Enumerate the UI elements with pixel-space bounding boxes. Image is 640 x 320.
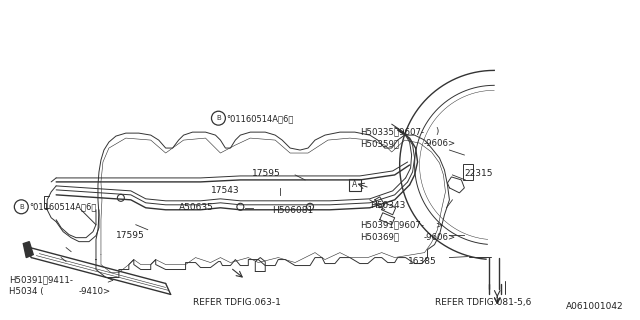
- Text: B: B: [216, 115, 221, 121]
- Text: >: >: [106, 276, 113, 284]
- Text: REFER TDFIG.081-5,6: REFER TDFIG.081-5,6: [435, 298, 531, 307]
- Text: >: >: [435, 221, 443, 230]
- Text: A061001042: A061001042: [566, 302, 623, 311]
- Text: H50343: H50343: [370, 201, 405, 210]
- Text: H50335。9607-: H50335。9607-: [360, 127, 424, 136]
- Text: 17595: 17595: [252, 169, 281, 178]
- Polygon shape: [23, 242, 33, 258]
- Text: °01160514A（6）: °01160514A（6）: [227, 114, 294, 123]
- Text: A: A: [352, 180, 358, 189]
- Text: H50391。9411-: H50391。9411-: [10, 276, 74, 284]
- Text: H506081: H506081: [272, 206, 314, 215]
- Text: -9606>: -9606>: [424, 139, 456, 148]
- Text: 16385: 16385: [408, 257, 436, 266]
- Text: B: B: [19, 204, 24, 210]
- Bar: [463, 164, 474, 180]
- Text: H5034 (: H5034 (: [10, 287, 44, 296]
- Text: H50369。: H50369。: [360, 233, 399, 242]
- Text: ): ): [435, 127, 439, 136]
- Text: -9410>: -9410>: [79, 287, 111, 296]
- Text: °01160514A（6）: °01160514A（6）: [29, 203, 97, 212]
- Text: -9606>: -9606>: [424, 233, 456, 242]
- Text: 17543: 17543: [211, 186, 239, 195]
- Text: A50635: A50635: [179, 203, 214, 212]
- Text: REFER TDFIG.063-1: REFER TDFIG.063-1: [193, 298, 280, 307]
- Text: H50391。9607-: H50391。9607-: [360, 221, 424, 230]
- Bar: [349, 179, 361, 191]
- Text: 22315: 22315: [465, 169, 493, 178]
- Text: H50359。: H50359。: [360, 139, 399, 148]
- Text: 17595: 17595: [116, 231, 145, 240]
